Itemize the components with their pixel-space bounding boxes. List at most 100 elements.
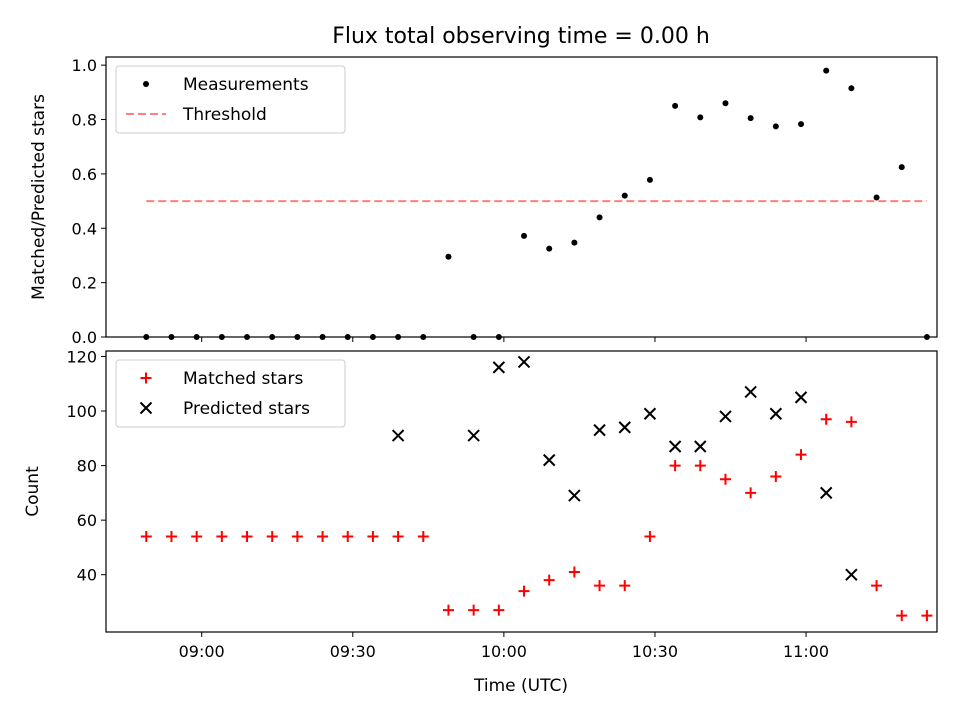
matched-star-point [518,585,530,597]
chart-title: Flux total observing time = 0.00 h [332,24,710,49]
measurement-point [646,176,653,183]
matched-star-point [770,470,782,482]
measurement-point [848,85,855,92]
matched-star-point [871,580,883,592]
y-tick-label: 0.0 [72,328,97,347]
matched-star-point [191,531,203,543]
matched-star-point [241,531,253,543]
x-tick-label: 10:30 [632,642,678,661]
predicted-star-point [492,361,506,374]
matched-star-point [165,531,177,543]
predicted-star-point [769,407,783,420]
predicted-star-point [744,385,757,399]
legend-label: Matched stars [183,369,303,389]
predicted-star-point [694,440,707,453]
matched-star-point [442,604,454,616]
y-axis-label: Count [23,466,43,517]
legend-measurement-swatch [143,81,149,87]
measurement-point [722,100,729,107]
x-axis-label: Time (UTC) [473,676,568,696]
matched-star-point [392,531,404,543]
y-tick-label: 80 [77,457,97,476]
measurement-point [898,164,905,171]
y-tick-label: 1.0 [72,56,97,75]
legend-label: Predicted stars [183,399,310,419]
legend-predicted-swatch [139,401,153,415]
measurement-point [747,115,754,122]
x-tick-label: 10:00 [481,642,527,661]
matched-star-point [795,449,807,461]
matched-star-point [619,580,631,592]
y-axis-label: Matched/Predicted stars [29,94,49,300]
matched-star-point [291,531,303,543]
predicted-star-point [467,429,480,442]
y-tick-label: 0.6 [72,165,97,184]
matched-star-point [367,531,379,543]
matched-star-point [543,574,555,586]
measurement-point [546,245,553,252]
bottom-axes: 09:00 09:30 10:00 10:30 11:00 40 60 80 100 120 Cou… [23,347,938,661]
matched-star-point [694,460,706,472]
matched-star-point [820,413,832,425]
matched-star-point [845,416,857,428]
predicted-star-point [593,423,606,437]
x-tick-label: 09:00 [179,642,225,661]
predicted-star-point [819,486,833,500]
measurement-point [621,192,628,199]
measurement-point [672,102,679,109]
predicted-star-point [542,453,556,467]
matched-star-point [417,531,429,543]
legend-label: Measurements [183,75,309,95]
predicted-star-point [643,407,657,420]
matched-star-point [568,566,580,578]
legend-box [115,359,346,428]
axes-frame [105,56,938,338]
y-tick-label: 120 [66,347,97,366]
y-tick-label: 40 [77,566,97,585]
y-tick-label: 0.8 [72,111,97,130]
measurement-point [873,194,880,201]
y-tick-label: 60 [77,511,97,530]
predicted-star-point [845,568,858,581]
matched-star-point [719,473,731,485]
matched-star-point [317,531,329,543]
matched-star-point [493,604,505,616]
measurement-point [596,214,603,221]
predicted-star-point [618,421,631,434]
y-tick-label: 0.4 [72,219,97,238]
measurement-point [521,232,528,239]
predicted-star-point [391,429,405,442]
matched-star-point [644,531,656,543]
predicted-star-point [568,489,581,502]
legend-box [115,65,346,134]
matched-star-point [140,531,152,543]
matched-star-point [594,580,606,592]
matched-star-point [669,460,681,472]
measurement-point [445,253,452,260]
top-axes: 0.0 0.2 0.4 0.6 0.8 1.0 Matched/Predicted star… [29,56,938,347]
measurement-point [772,123,779,130]
x-tick-label: 11:00 [783,642,829,661]
matched-star-point [266,531,278,543]
matched-star-point [468,604,480,616]
measurement-point [571,239,578,246]
matched-star-point [921,610,933,622]
measurement-point [798,121,805,128]
measurement-point [697,114,704,121]
matched-star-point [342,531,354,543]
predicted-star-point [719,410,732,423]
y-tick-label: 0.2 [72,274,97,293]
legend-matched-swatch [140,372,152,384]
axes-frame [105,350,938,633]
y-tick-label: 100 [66,402,97,421]
predicted-star-point [794,391,808,404]
x-tick-label: 09:30 [330,642,376,661]
predicted-star-point [517,355,531,369]
legend-label: Threshold [182,105,267,125]
matched-star-point [216,531,228,543]
predicted-star-point [668,440,682,453]
measurement-point [823,67,830,74]
matched-star-point [745,487,757,499]
matched-star-point [896,610,908,622]
